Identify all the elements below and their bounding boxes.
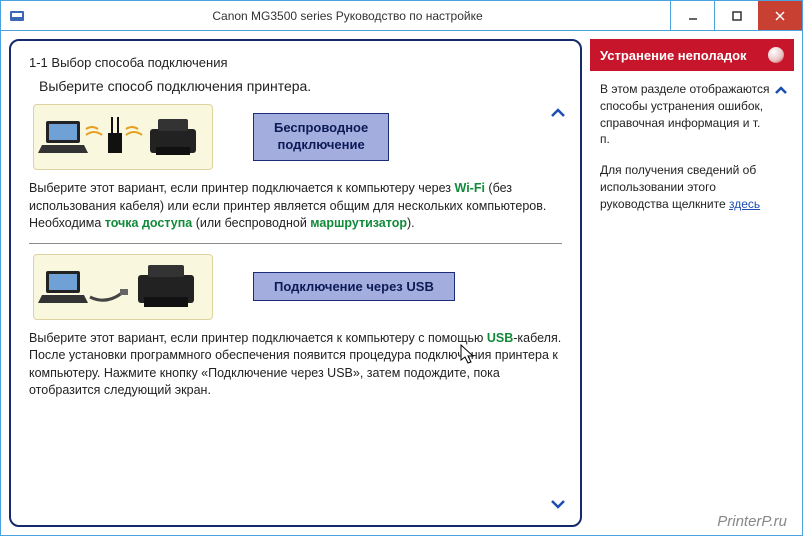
collapse-up-icon[interactable] [550, 103, 566, 124]
usb-button[interactable]: Подключение через USB [253, 272, 455, 301]
scroll-down-icon[interactable] [550, 494, 566, 515]
wireless-description: Выберите этот вариант, если принтер подк… [29, 180, 562, 233]
usb-illustration [33, 254, 213, 320]
watermark: PrinterP.ru [717, 513, 787, 530]
usb-description: Выберите этот вариант, если принтер подк… [29, 330, 562, 400]
window-controls [670, 1, 802, 30]
minimize-button[interactable] [670, 1, 714, 30]
keyword-usb: USB [487, 331, 513, 345]
side-panel: Устранение неполадок В этом разделе отоб… [590, 39, 794, 527]
side-para-1: В этом разделе отображаются способы устр… [600, 81, 788, 148]
keyword-accesspoint: точка доступа [105, 216, 192, 230]
content-area: 1-1 Выбор способа подключения Выберите с… [1, 31, 802, 535]
maximize-button[interactable] [714, 1, 758, 30]
option-divider [29, 243, 562, 244]
side-body: В этом разделе отображаются способы устр… [590, 71, 794, 237]
side-header: Устранение неполадок [590, 39, 794, 71]
side-status-icon [768, 47, 784, 63]
side-help-link[interactable]: здесь [729, 197, 760, 211]
side-collapse-icon[interactable] [774, 81, 788, 103]
main-panel: 1-1 Выбор способа подключения Выберите с… [9, 39, 582, 527]
app-icon [9, 8, 25, 24]
side-header-title: Устранение неполадок [600, 48, 747, 63]
app-window: Canon MG3500 series Руководство по настр… [0, 0, 803, 536]
option-usb: Подключение через USB [33, 254, 562, 320]
wireless-illustration [33, 104, 213, 170]
keyword-router: маршрутизатор [310, 216, 407, 230]
wireless-button-line2: подключение [277, 137, 364, 152]
section-title: 1-1 Выбор способа подключения [29, 55, 562, 70]
titlebar: Canon MG3500 series Руководство по настр… [1, 1, 802, 31]
section-subtitle: Выберите способ подключения принтера. [39, 78, 562, 94]
option-wireless: Беспроводное подключение [33, 104, 562, 170]
wireless-button-line1: Беспроводное [274, 120, 368, 135]
close-button[interactable] [758, 1, 802, 30]
side-para-2: Для получения сведений об использовании … [600, 162, 788, 212]
keyword-wifi: Wi-Fi [455, 181, 485, 195]
wireless-button[interactable]: Беспроводное подключение [253, 113, 389, 161]
window-title: Canon MG3500 series Руководство по настр… [25, 9, 670, 23]
